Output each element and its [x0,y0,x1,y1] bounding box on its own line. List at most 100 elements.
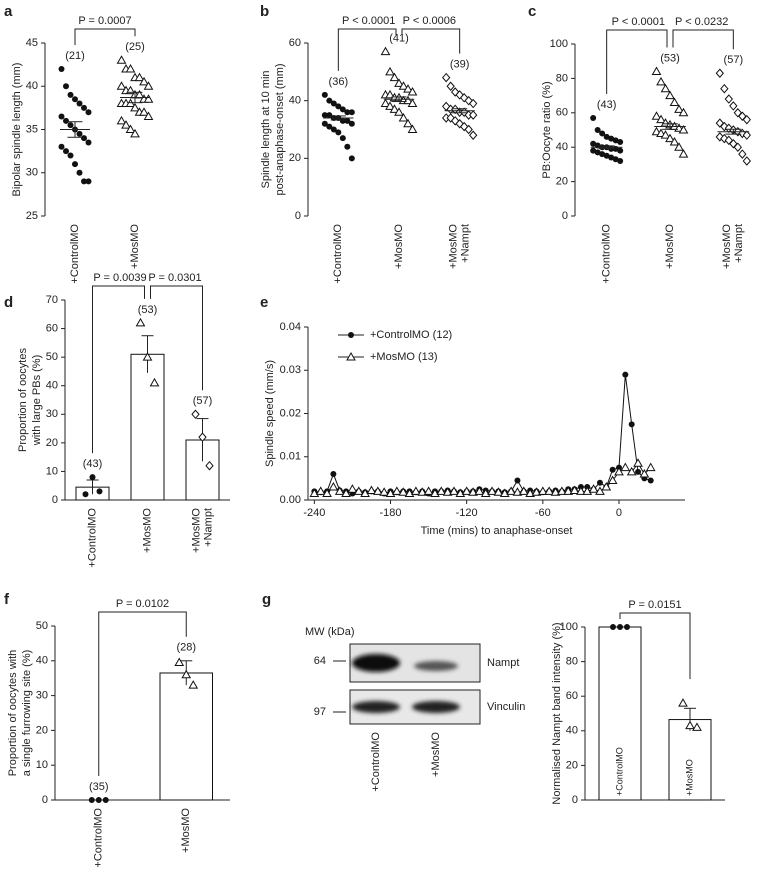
band [414,661,458,671]
marker [407,98,418,108]
y-tick-label: 0.00 [280,494,301,506]
marker [715,68,724,78]
y-tick-label: 60 [556,107,568,119]
marker [669,137,680,146]
p-value: P < 0.0232 [675,16,728,28]
y-tick-label: 20 [556,176,568,188]
p-value: P = 0.0039 [93,272,146,284]
marker [344,143,351,150]
marker [685,720,695,730]
marker [595,486,605,495]
marker [135,317,146,327]
n-label: (25) [125,41,145,53]
marker [608,135,615,142]
marker [423,486,434,495]
panel-letter: g [262,591,271,608]
marker [518,486,529,495]
marker [348,109,355,116]
marker [692,722,702,731]
marker [326,123,333,130]
marker [451,87,460,97]
band [352,654,400,672]
y-axis-label: Bipolar spindle length (mm) [11,63,23,197]
bar [185,439,220,501]
x-tick-label: +Nampt [733,224,745,263]
band [352,701,400,713]
marker [729,101,738,111]
y-tick-label: 40 [46,380,58,392]
marker [67,152,74,159]
marker [72,161,78,168]
marker [464,124,473,135]
significance-bracket [619,612,691,680]
marker [81,104,87,111]
y-tick-label: 0.01 [280,451,301,463]
marker [461,486,472,495]
marker [678,107,689,117]
marker [76,130,83,137]
marker [544,486,555,495]
marker [95,797,102,803]
marker [608,154,615,161]
mw-title: MW (kDa) [305,626,355,638]
y-tick-label: 0 [572,794,578,806]
marker [372,486,383,495]
marker [391,486,402,495]
n-label: (36) [329,76,349,88]
bar [130,353,165,501]
marker [436,486,447,495]
y-tick-label: 25 [26,210,38,222]
x-tick-label: +MosMO [664,224,676,269]
y-tick-label: 10 [46,465,58,477]
y-tick-label: 60 [46,322,58,334]
marker [380,98,391,108]
n-label: (35) [89,781,109,793]
marker [96,488,103,495]
marker [82,491,89,498]
y-tick-label: 50 [46,351,58,363]
y-tick-label: 60 [289,37,301,49]
marker [609,466,616,473]
significance-bracket [98,611,187,776]
band [412,701,460,713]
marker [617,624,623,630]
marker [599,130,606,137]
significance-bracket [150,285,203,391]
n-label: (57) [193,395,213,407]
marker [339,106,346,113]
marker [344,117,351,124]
x-tick-label: 0 [616,507,622,519]
marker [720,83,729,94]
marker [344,109,351,116]
x-tick-label: -120 [456,507,478,519]
n-label: (43) [597,99,617,111]
y-tick-label: 0.04 [280,321,301,333]
marker [469,98,478,109]
marker [464,95,473,106]
y-tick-label: 70 [46,294,58,306]
marker [665,133,675,143]
bar [159,672,213,801]
marker [403,84,413,93]
significance-bracket [74,28,136,45]
marker [85,109,92,116]
series-line [314,374,651,495]
y-tick-label: 80 [566,656,578,668]
marker [738,149,747,159]
x-tick-label: -180 [379,507,401,519]
y-axis-label: a single furrowing site (%) [21,650,33,777]
marker [674,142,684,151]
marker [442,487,453,496]
marker [398,112,409,122]
p-value: P = 0.0007 [78,15,131,27]
marker [742,114,751,125]
marker [601,482,612,491]
marker [612,137,619,144]
marker [380,46,391,56]
marker [493,487,504,496]
marker [669,97,680,106]
x-tick-label: +MosMO [190,508,202,553]
y-tick-label: 100 [560,621,578,633]
marker [411,486,421,495]
marker [398,487,409,496]
